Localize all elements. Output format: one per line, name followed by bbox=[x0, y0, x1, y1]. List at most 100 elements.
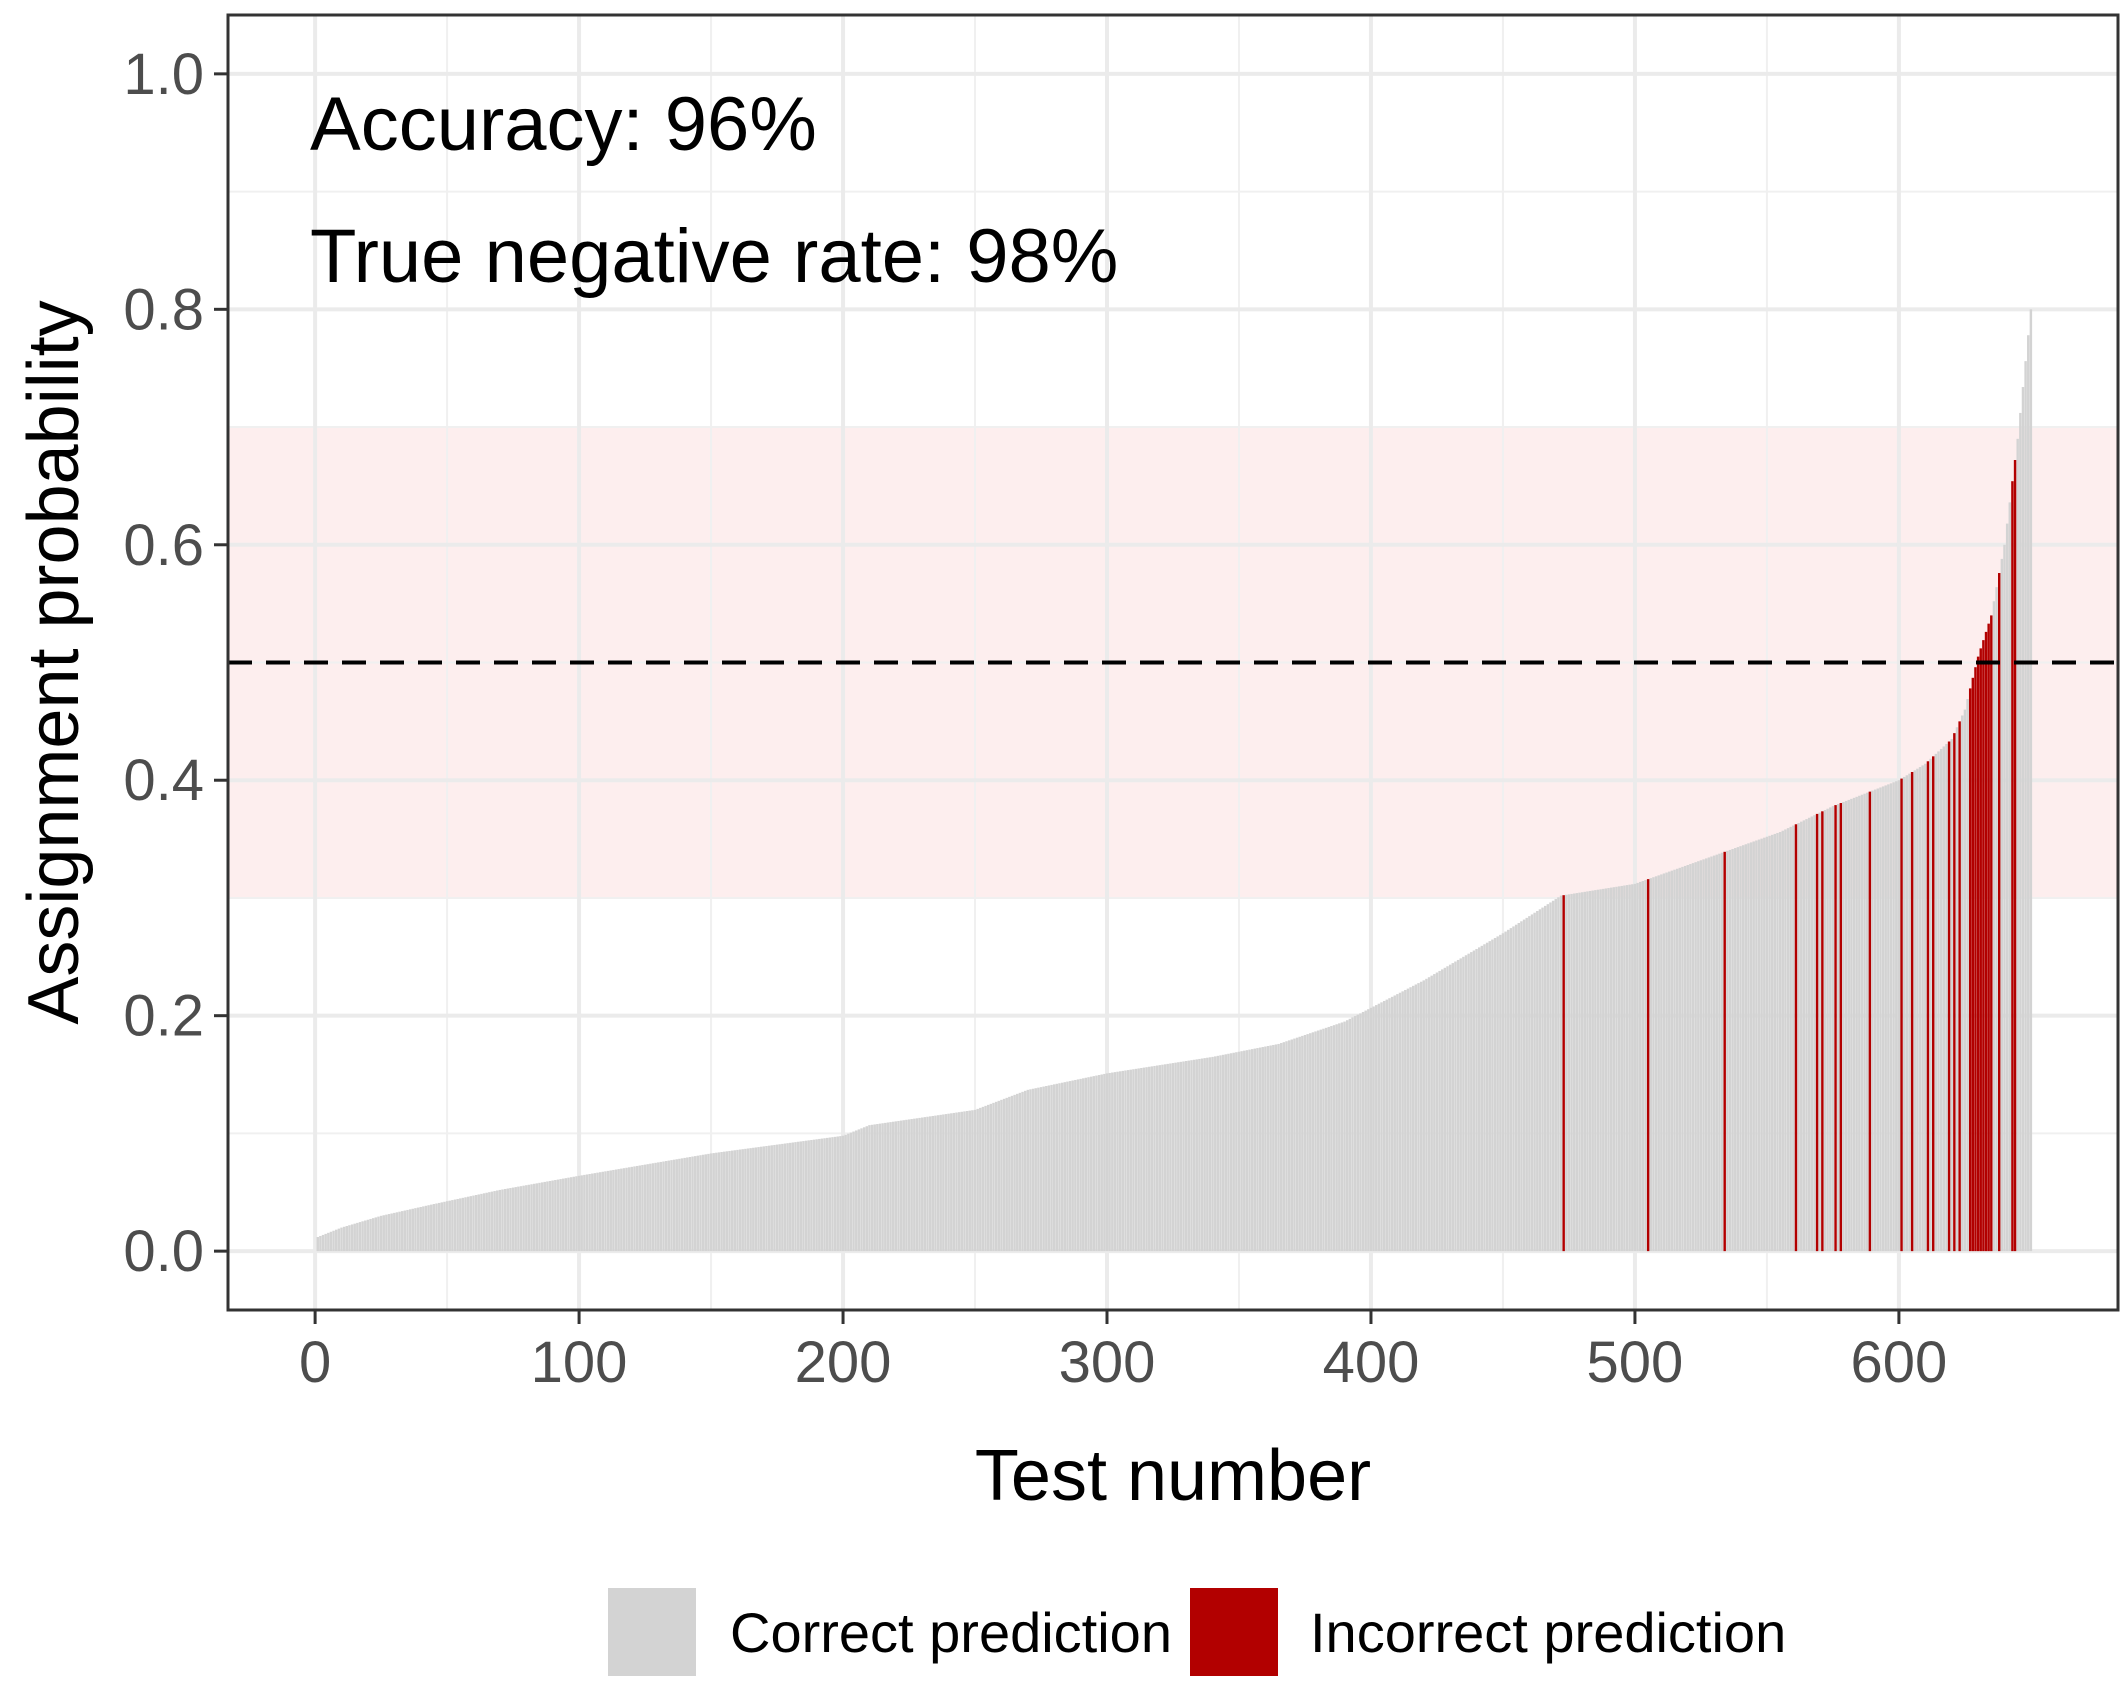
bar-correct bbox=[1668, 871, 1671, 1252]
bar-correct bbox=[754, 1147, 758, 1252]
bar-correct bbox=[1781, 830, 1784, 1252]
bar-correct bbox=[1327, 1026, 1330, 1252]
bar-correct bbox=[926, 1116, 929, 1252]
bar-correct bbox=[1773, 833, 1777, 1252]
bar-correct bbox=[646, 1164, 649, 1252]
bar-correct bbox=[493, 1191, 496, 1252]
bar-correct bbox=[1670, 870, 1674, 1252]
bar-correct bbox=[596, 1172, 599, 1252]
bar-correct bbox=[1214, 1056, 1217, 1252]
x-tick-label: 300 bbox=[1059, 1330, 1156, 1395]
bar-correct bbox=[1850, 798, 1853, 1252]
bar-correct bbox=[1237, 1051, 1241, 1252]
bar-correct bbox=[1053, 1084, 1056, 1252]
bar-correct bbox=[1382, 1000, 1386, 1252]
bar-correct bbox=[1227, 1053, 1230, 1252]
bar-correct bbox=[1546, 904, 1550, 1252]
accuracy-annotation: Accuracy: 96% bbox=[310, 82, 817, 167]
bar-correct bbox=[472, 1195, 475, 1252]
bar-correct bbox=[1836, 804, 1840, 1252]
bar-correct bbox=[554, 1180, 557, 1252]
bar-correct bbox=[828, 1137, 832, 1252]
bar-correct bbox=[522, 1185, 525, 1252]
bar-incorrect bbox=[1953, 733, 1956, 1252]
bar-correct bbox=[1066, 1081, 1069, 1252]
bar-correct bbox=[511, 1187, 515, 1252]
y-tick-label: 1.0 bbox=[123, 42, 204, 107]
bar-correct bbox=[672, 1159, 676, 1252]
bar-correct bbox=[1852, 797, 1856, 1252]
bar-correct bbox=[1216, 1055, 1220, 1252]
bar-correct bbox=[620, 1168, 623, 1252]
bar-correct bbox=[1150, 1066, 1154, 1252]
bar-correct bbox=[1752, 841, 1755, 1252]
bar-correct bbox=[1348, 1018, 1352, 1252]
bar-correct bbox=[1586, 891, 1589, 1252]
bar-correct bbox=[1573, 893, 1576, 1252]
bar-correct bbox=[1118, 1071, 1122, 1252]
bar-correct bbox=[1778, 832, 1782, 1252]
bar-correct bbox=[1385, 999, 1389, 1252]
bar-correct bbox=[1559, 895, 1563, 1252]
bar-correct bbox=[601, 1171, 605, 1252]
bar-correct bbox=[1338, 1023, 1341, 1252]
bar-correct bbox=[643, 1164, 647, 1252]
bar-correct bbox=[1369, 1007, 1373, 1252]
bar-correct bbox=[1897, 780, 1901, 1252]
bar-correct bbox=[725, 1151, 729, 1252]
bar-correct bbox=[741, 1149, 744, 1252]
bar-correct bbox=[1757, 839, 1761, 1252]
bar-correct bbox=[569, 1177, 573, 1252]
bar-correct bbox=[361, 1221, 364, 1252]
bar-correct bbox=[612, 1169, 615, 1252]
bar-correct bbox=[1182, 1061, 1185, 1252]
bar-correct bbox=[1398, 992, 1402, 1252]
bars bbox=[316, 309, 2033, 1252]
bar-correct bbox=[928, 1116, 932, 1252]
bar-correct bbox=[530, 1184, 533, 1252]
bar-correct bbox=[1301, 1035, 1304, 1252]
bar-correct bbox=[1198, 1058, 1201, 1252]
bar-correct bbox=[1855, 796, 1858, 1252]
bar-correct bbox=[1346, 1020, 1349, 1252]
bar-correct bbox=[1639, 881, 1642, 1252]
bar-incorrect bbox=[1815, 813, 1819, 1252]
bar-correct bbox=[1089, 1076, 1093, 1252]
bar-correct bbox=[1905, 775, 1909, 1252]
bar-correct bbox=[1689, 864, 1692, 1252]
bar-correct bbox=[1615, 886, 1618, 1252]
bar-correct bbox=[1802, 820, 1806, 1252]
bar-correct bbox=[744, 1148, 747, 1252]
bar-correct bbox=[451, 1200, 454, 1252]
bar-incorrect bbox=[1723, 851, 1726, 1252]
bar-correct bbox=[680, 1158, 684, 1252]
bar-incorrect bbox=[1834, 805, 1837, 1252]
bar-incorrect bbox=[1979, 648, 1982, 1252]
bar-correct bbox=[366, 1219, 370, 1252]
bar-correct bbox=[1512, 926, 1515, 1252]
bar-correct bbox=[1525, 917, 1528, 1252]
bar-correct bbox=[532, 1183, 536, 1252]
bar-correct bbox=[551, 1180, 554, 1252]
bar-correct bbox=[1111, 1072, 1114, 1252]
bar-incorrect bbox=[1971, 677, 1975, 1252]
bar-correct bbox=[836, 1136, 839, 1252]
bar-correct bbox=[1485, 942, 1489, 1252]
bar-correct bbox=[957, 1112, 961, 1252]
bar-correct bbox=[1749, 842, 1753, 1252]
bar-correct bbox=[1219, 1055, 1222, 1252]
bar-correct bbox=[1609, 887, 1613, 1252]
bar-correct bbox=[1454, 961, 1457, 1252]
bar-correct bbox=[1543, 905, 1547, 1252]
bar-correct bbox=[1427, 977, 1431, 1252]
bar-correct bbox=[1148, 1066, 1151, 1252]
bar-correct bbox=[440, 1202, 444, 1252]
bar-correct bbox=[1142, 1067, 1146, 1252]
bar-correct bbox=[377, 1216, 380, 1252]
bar-correct bbox=[1734, 848, 1737, 1252]
bar-incorrect bbox=[1794, 824, 1798, 1252]
bar-correct bbox=[831, 1137, 834, 1252]
bar-correct bbox=[1356, 1014, 1359, 1252]
bar-correct bbox=[913, 1118, 916, 1252]
bar-correct bbox=[1873, 789, 1877, 1252]
